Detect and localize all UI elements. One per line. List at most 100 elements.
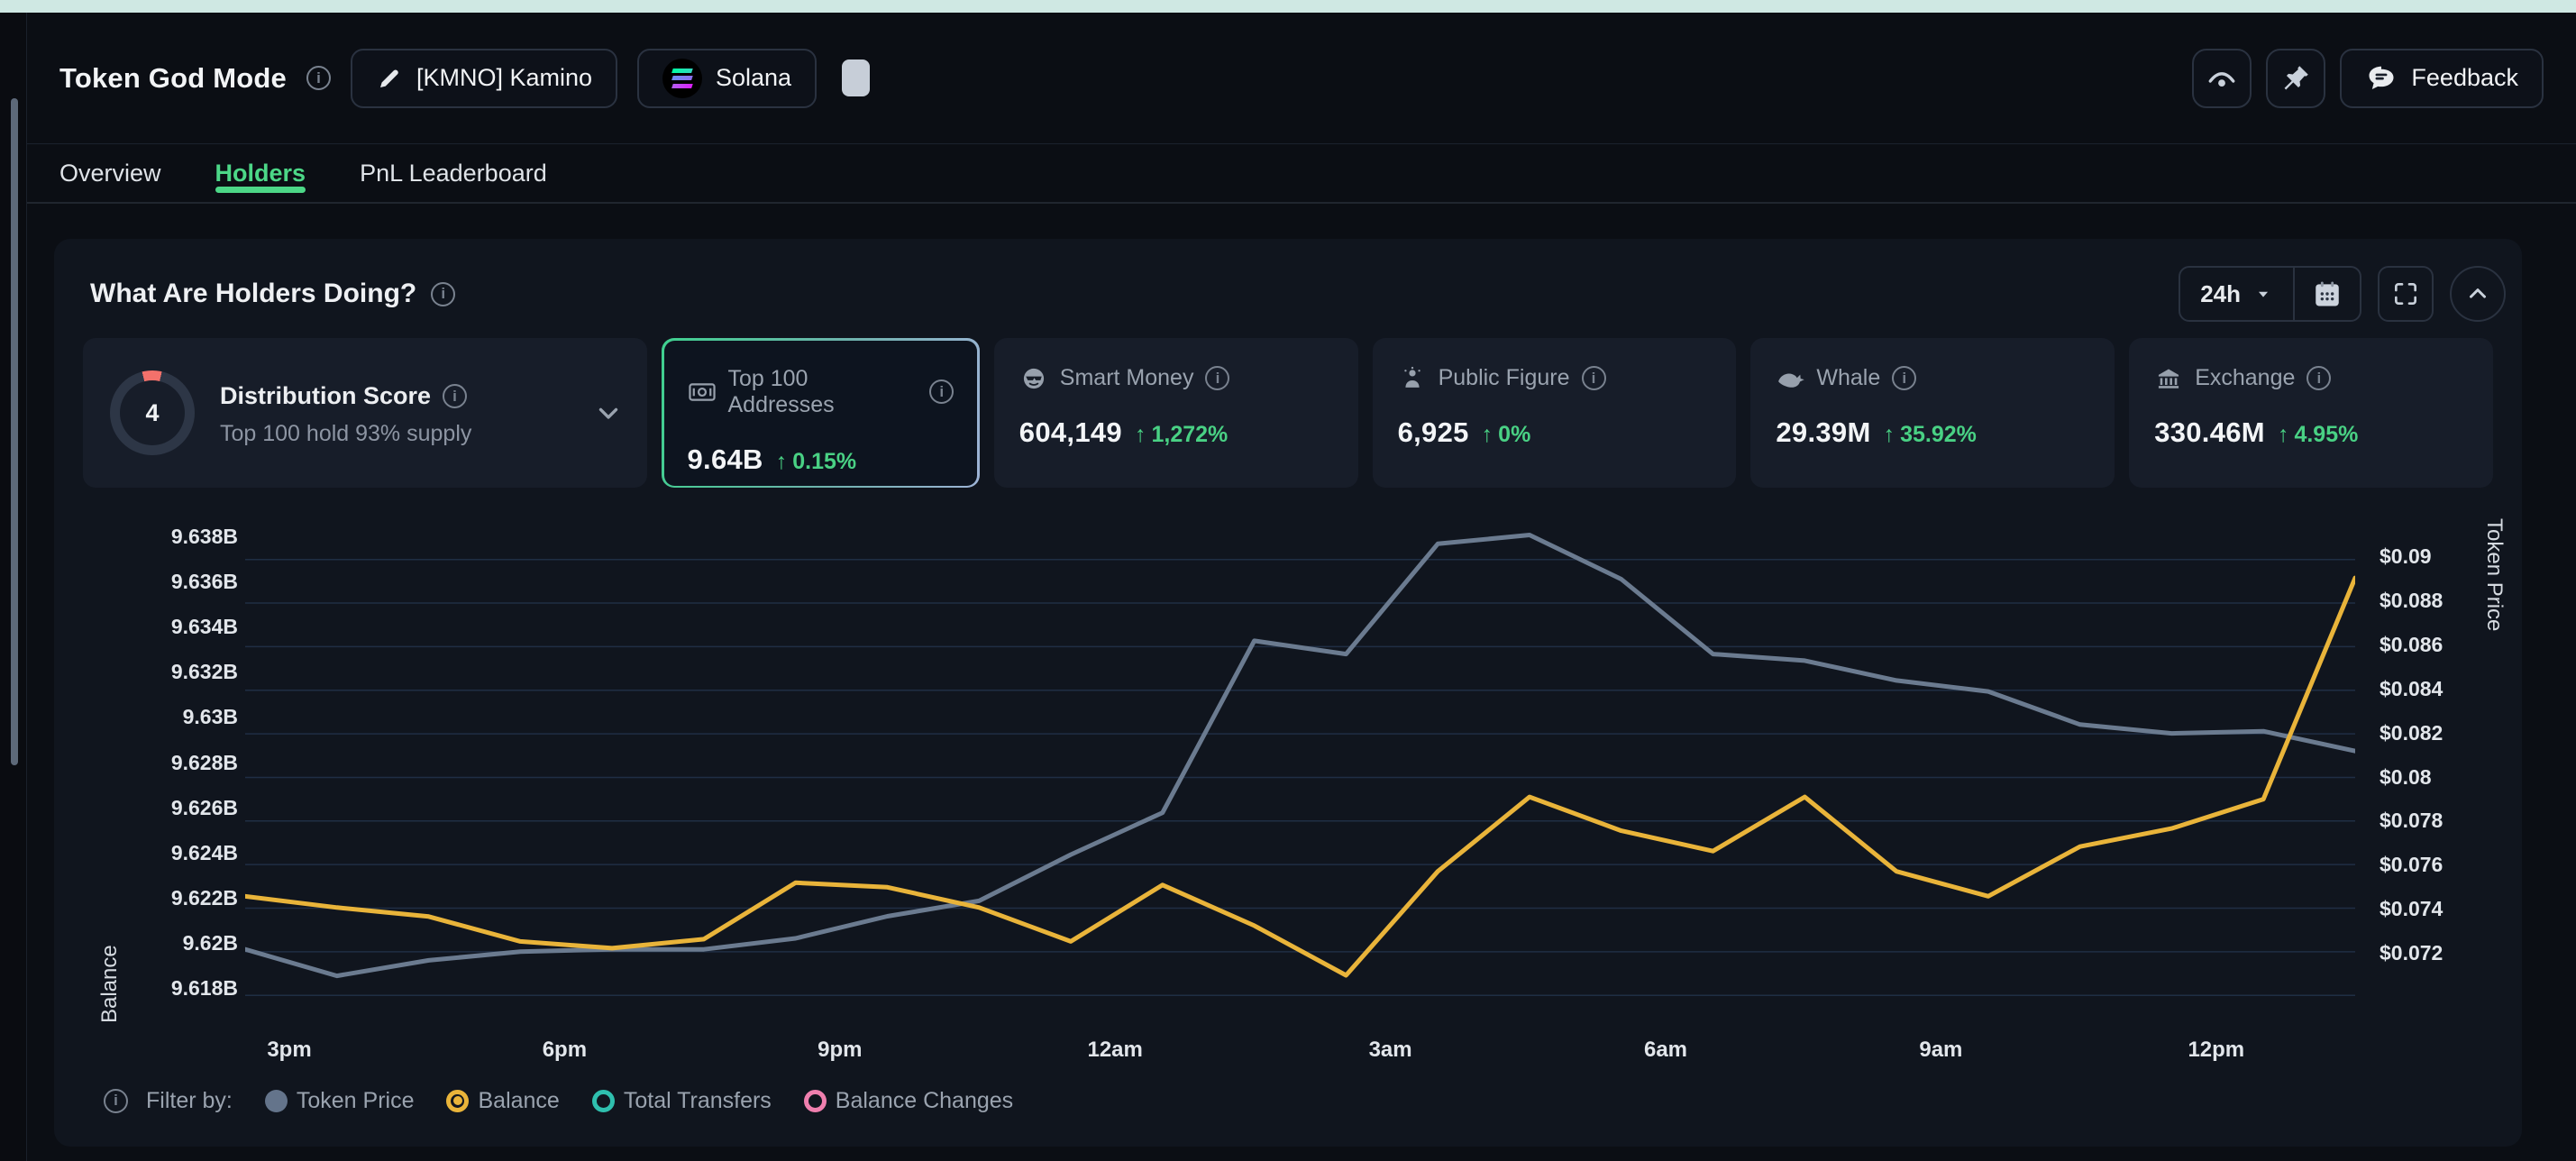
timeframe-value: 24h — [2200, 280, 2241, 308]
left-axis-ticks: 9.638B9.636B9.634B9.632B9.63B9.628B9.626… — [90, 518, 238, 1023]
main-area: Token God Mode [KMNO] Kamino Solana — [27, 13, 2576, 1161]
info-icon[interactable] — [1205, 366, 1229, 390]
tile-label: Whale — [1816, 365, 1880, 391]
page-title: Token God Mode — [59, 62, 287, 95]
tile-delta: ↑0.15% — [776, 449, 856, 475]
collapse-button[interactable] — [2450, 266, 2506, 322]
distribution-score-ring: 4 — [110, 370, 195, 455]
stat-tiles-row: 4 Distribution Score Top 100 hold 93% su… — [83, 338, 2493, 488]
stat-tile-whale[interactable]: Whale 29.39M ↑35.92% — [1750, 338, 2115, 488]
tile-label: Smart Money — [1060, 365, 1194, 391]
panel-header: What Are Holders Doing? 24h — [90, 264, 2506, 324]
info-icon[interactable] — [1892, 366, 1916, 390]
tile-value: 29.39M — [1776, 416, 1870, 449]
x-axis-tick-label: 6am — [1594, 1038, 1738, 1063]
sunglasses-face-icon — [1019, 366, 1048, 391]
up-arrow-icon: ↑ — [2278, 422, 2289, 448]
info-icon[interactable] — [306, 66, 331, 90]
chain-select-button[interactable]: Solana — [637, 49, 817, 108]
chevron-down-icon[interactable] — [593, 398, 624, 428]
whale-icon — [1776, 366, 1804, 391]
tile-label: Distribution Score — [220, 382, 431, 410]
axis-tick-label: $0.074 — [2380, 897, 2443, 921]
axis-tick-label: 9.62B — [90, 931, 238, 955]
legend-item-token-price[interactable]: Token Price — [265, 1088, 415, 1114]
pin-icon — [2279, 62, 2312, 95]
public-figure-icon — [1398, 366, 1427, 391]
token-select-button[interactable]: [KMNO] Kamino — [351, 49, 617, 108]
legend-item-total-transfers[interactable]: Total Transfers — [592, 1088, 772, 1114]
info-icon[interactable] — [443, 384, 467, 408]
token-god-mode-screen: Token God Mode [KMNO] Kamino Solana — [0, 0, 2576, 1161]
chart-legend: Filter by: Token Price Balance Total Tra… — [104, 1083, 1013, 1119]
x-axis-tick-label: 3pm — [217, 1038, 361, 1063]
info-icon[interactable] — [431, 282, 455, 306]
left-gutter — [0, 13, 27, 1161]
calendar-icon — [2312, 279, 2343, 309]
pin-button[interactable] — [2266, 49, 2325, 108]
solana-logo-icon — [662, 59, 702, 98]
tile-value: 6,925 — [1398, 416, 1469, 449]
axis-tick-label: $0.09 — [2380, 544, 2432, 569]
stat-tile-distribution-score[interactable]: 4 Distribution Score Top 100 hold 93% su… — [83, 338, 647, 488]
axis-tick-label: 9.63B — [90, 705, 238, 729]
page-header: Token God Mode [KMNO] Kamino Solana — [27, 13, 2576, 144]
tile-delta: ↑35.92% — [1884, 422, 1977, 448]
info-icon[interactable] — [1582, 366, 1606, 390]
up-arrow-icon: ↑ — [776, 449, 788, 475]
stat-tile-exchange[interactable]: Exchange 330.46M ↑4.95% — [2129, 338, 2493, 488]
holders-activity-card: What Are Holders Doing? 24h — [54, 239, 2522, 1147]
stat-tile-public-figure[interactable]: Public Figure 6,925 ↑0% — [1373, 338, 1737, 488]
vertical-scrollbar[interactable] — [11, 98, 18, 765]
tile-label: Public Figure — [1439, 365, 1570, 391]
x-axis-tick-label: 12am — [1043, 1038, 1187, 1063]
tile-delta: ↑4.95% — [2278, 422, 2358, 448]
x-axis-tick-label: 3am — [1319, 1038, 1463, 1063]
x-axis-ticks: 3pm6pm9pm12am3am6am9am12pm — [245, 1038, 2355, 1070]
axis-tick-label: 9.618B — [90, 976, 238, 1001]
info-icon[interactable] — [2307, 366, 2331, 390]
header-actions: Feedback — [2192, 49, 2544, 108]
fullscreen-button[interactable] — [2378, 266, 2434, 322]
radio-selected-marker-icon — [446, 1090, 469, 1112]
distribution-score-value: 4 — [145, 399, 159, 427]
tile-label: Exchange — [2195, 365, 2295, 391]
axis-tick-label: 9.634B — [90, 615, 238, 639]
timeframe-control: 24h — [2179, 266, 2361, 322]
bank-icon — [2154, 366, 2183, 391]
stat-tile-top-100-addresses[interactable]: Top 100 Addresses 9.64B ↑0.15% — [662, 338, 980, 488]
info-icon[interactable] — [929, 379, 954, 404]
chain-select-label: Solana — [716, 64, 791, 92]
timeframe-dropdown[interactable]: 24h — [2180, 268, 2295, 320]
stat-tile-smart-money[interactable]: Smart Money 604,149 ↑1,272% — [994, 338, 1358, 488]
axis-tick-label: 9.628B — [90, 751, 238, 775]
feedback-label: Feedback — [2411, 64, 2518, 92]
legend-item-balance[interactable]: Balance — [446, 1088, 559, 1114]
tile-label: Top 100 Addresses — [728, 366, 918, 418]
calendar-button[interactable] — [2295, 268, 2360, 320]
chat-bubble-icon — [2365, 62, 2398, 95]
legend-item-balance-changes[interactable]: Balance Changes — [804, 1088, 1013, 1114]
x-axis-tick-label: 9am — [1868, 1038, 2013, 1063]
eye-icon — [2206, 62, 2238, 95]
tab-overview[interactable]: Overview — [59, 144, 161, 202]
chart-plot[interactable] — [245, 518, 2355, 1023]
tile-subtitle: Top 100 hold 93% supply — [220, 421, 471, 447]
info-icon[interactable] — [104, 1089, 128, 1113]
tile-value: 9.64B — [688, 443, 763, 476]
fullscreen-icon — [2391, 279, 2420, 308]
tile-delta: ↑1,272% — [1135, 422, 1228, 448]
banknote-icon — [688, 379, 717, 405]
axis-tick-label: 9.638B — [90, 525, 238, 549]
tab-pnl-leaderboard[interactable]: PnL Leaderboard — [360, 144, 547, 202]
copy-address-icon[interactable] — [842, 59, 870, 96]
up-arrow-icon: ↑ — [1884, 422, 1895, 448]
tab-holders[interactable]: Holders — [215, 144, 306, 202]
token-select-label: [KMNO] Kamino — [416, 64, 592, 92]
watch-button[interactable] — [2192, 49, 2252, 108]
axis-tick-label: 9.624B — [90, 841, 238, 865]
axis-tick-label: $0.086 — [2380, 633, 2443, 657]
panel-controls: 24h — [2179, 266, 2506, 322]
feedback-button[interactable]: Feedback — [2340, 49, 2544, 108]
ring-marker-icon — [804, 1090, 827, 1112]
